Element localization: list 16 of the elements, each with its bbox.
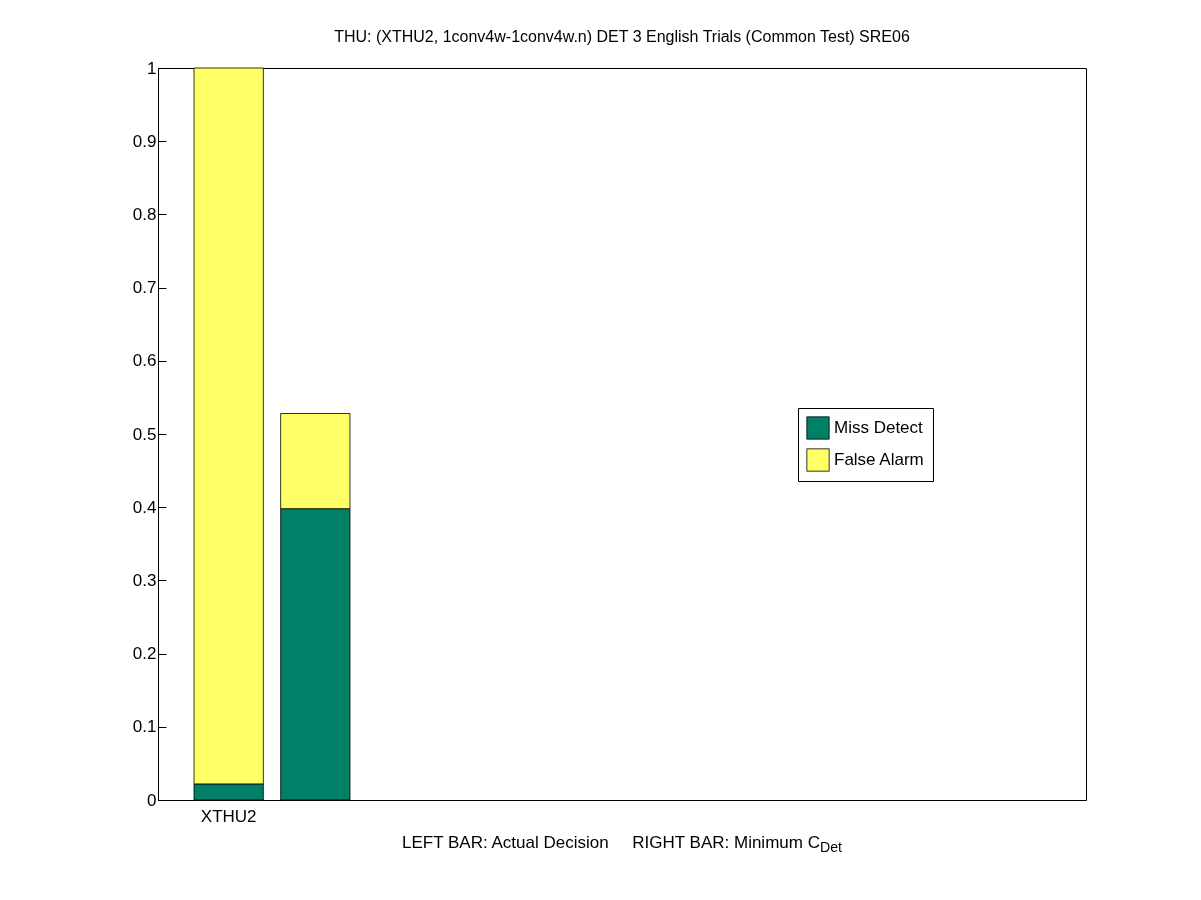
y-tick-label: 0.7 (132, 278, 157, 298)
y-tick-label: 0.8 (132, 204, 157, 224)
legend-label: Miss Detect (834, 418, 924, 437)
y-tick-label: 0.5 (132, 424, 157, 444)
y-tick-label: 0.4 (132, 497, 157, 517)
x-tick-label: XTHU2 (200, 806, 257, 826)
y-tick-label: 0.3 (132, 570, 157, 590)
y-tick-label: 0.2 (132, 644, 157, 664)
legend-label: False Alarm (834, 450, 924, 469)
x-axis-title: LEFT BAR: Actual Decision RIGHT BAR: Minimum C$_{Det}$ (401, 833, 843, 856)
y-tick-label: 1 (147, 58, 157, 78)
y-tick-label: 0.6 (132, 351, 157, 371)
text: THU: (XTHU2, 1conv4w-1conv4w.n) DET 3 English Trials (Common Test) SRE06 (334, 28, 910, 45)
y-tick-label: 0.9 (132, 131, 157, 151)
y-tick-label: 0 (147, 790, 157, 810)
y-tick-label: 0.1 (132, 717, 157, 737)
